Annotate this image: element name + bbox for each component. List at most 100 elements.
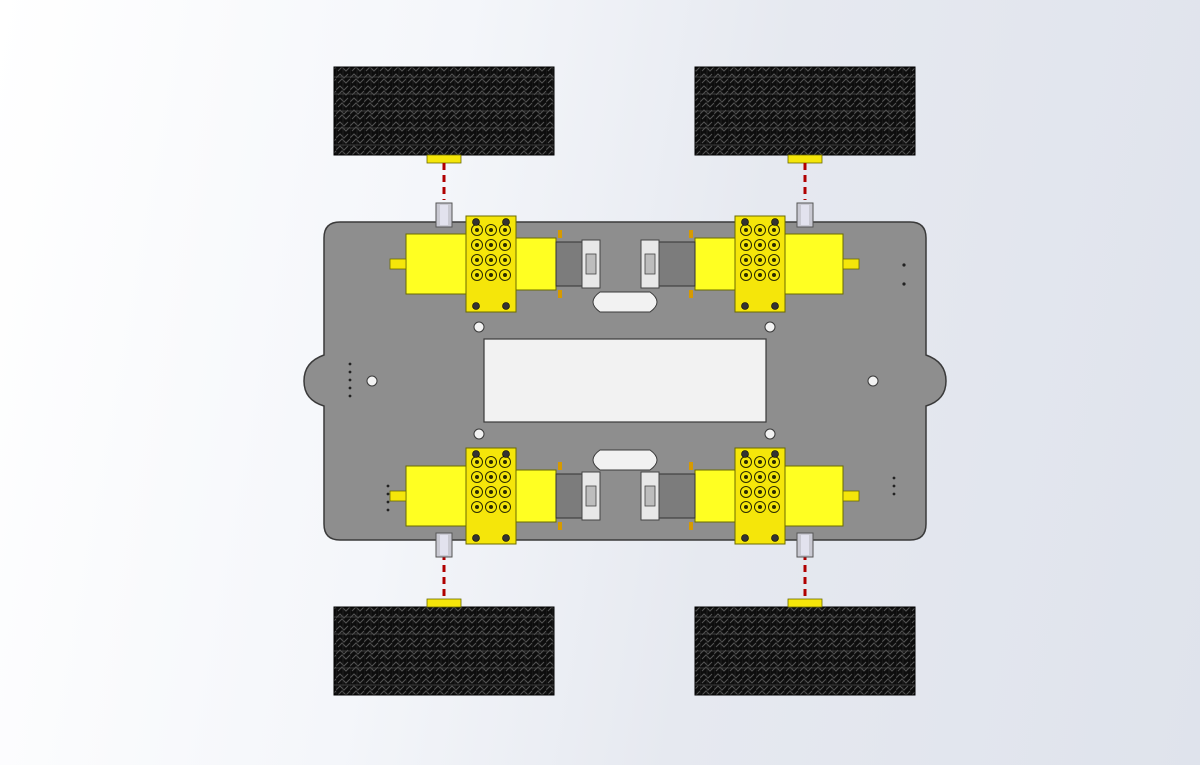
gear-hub [744,273,748,277]
motor-front-left [389,215,601,313]
gear-ring [471,254,483,266]
motor-housing [782,465,844,527]
gear-ring [471,471,483,483]
gear-ring [754,269,766,281]
gear-hub [772,243,776,247]
gear-hub [489,505,493,509]
screw-head [741,218,749,226]
wire-tab [558,522,562,530]
gear-ring [768,239,780,251]
slot-cutout-top [592,291,658,313]
wheel-rear-right [694,532,916,696]
gear-hub [744,228,748,232]
gear-hub [475,273,479,277]
gear-ring [754,254,766,266]
wire-tab [558,290,562,298]
gear-hub [503,258,507,262]
gear-ring [485,501,497,513]
screw-head [771,218,779,226]
gear-hub [503,460,507,464]
mounting-holes [366,321,879,440]
gear-ring [471,239,483,251]
gear-hub [758,273,762,277]
gear-hub [489,490,493,494]
gear-ring [754,486,766,498]
gear-hub [772,228,776,232]
motor-housing [782,233,844,295]
motor-housing [405,233,467,295]
bracket-clip [644,485,656,507]
gear-hub [772,475,776,479]
gear-hub [758,258,762,262]
gear-ring [768,269,780,281]
motor-can [515,237,557,291]
wheel-front-right [694,66,916,228]
gear-ring [740,254,752,266]
motor-can [694,469,736,523]
gear-ring [499,501,511,513]
gear-ring [485,239,497,251]
motor-can [515,469,557,523]
gear-hub [475,505,479,509]
wheel-rear-left [333,532,555,696]
gear-hub [503,505,507,509]
motor-body [658,241,696,287]
bracket-clip [585,485,597,507]
gear-hub [503,475,507,479]
slot-cutout-bottom [592,449,658,471]
gear-ring [740,471,752,483]
gear-ring [768,486,780,498]
gear-ring [499,471,511,483]
gear-ring [499,239,511,251]
gear-ring [471,269,483,281]
gear-ring [754,471,766,483]
gear-ring [768,254,780,266]
wheel-hub [787,154,823,164]
center-cutout [483,338,767,423]
shaft-highlight [801,205,809,225]
gear-hub [489,460,493,464]
gear-hub [772,273,776,277]
screw-head [741,450,749,458]
motor-body [658,473,696,519]
screw-head [771,534,779,542]
gear-hub [503,490,507,494]
screw-head [472,218,480,226]
wire-tab [558,462,562,470]
gear-hub [503,273,507,277]
wire-tab [689,462,693,470]
gear-ring [485,254,497,266]
output-shaft [842,258,860,270]
gear-ring [740,486,752,498]
gear-ring [754,456,766,468]
gear-hub [758,490,762,494]
bracket-clip [585,253,597,275]
gear-hub [489,243,493,247]
gear-hub [758,460,762,464]
gear-ring [499,269,511,281]
gear-hub [744,258,748,262]
gear-ring [485,471,497,483]
gear-hub [758,243,762,247]
gear-ring [754,239,766,251]
wheel-front-left [333,66,555,228]
gear-ring [768,471,780,483]
motor-front-right [640,215,860,313]
wheel-hub [426,154,462,164]
gear-hub [772,460,776,464]
gear-hub [772,490,776,494]
gear-hub [758,505,762,509]
gear-ring [485,224,497,236]
output-shaft [389,490,407,502]
wheel-hub [787,598,823,608]
shaft-highlight [801,535,809,555]
shaft-highlight [440,535,448,555]
gear-ring [485,269,497,281]
small-holes [348,263,906,512]
gear-hub [475,490,479,494]
gear-hub [744,505,748,509]
output-shaft [842,490,860,502]
gear-hub [475,475,479,479]
